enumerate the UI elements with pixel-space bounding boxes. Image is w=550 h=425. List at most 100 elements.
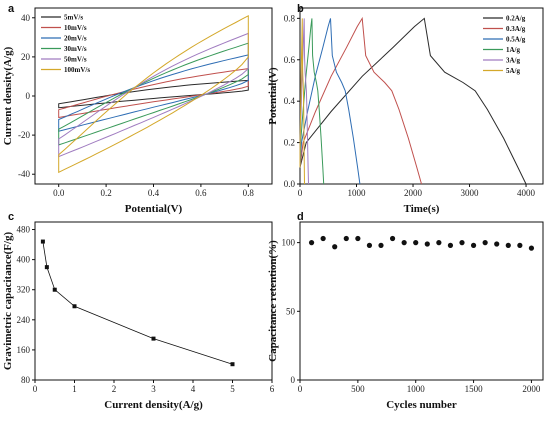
data-point bbox=[72, 304, 77, 309]
data-point bbox=[320, 235, 326, 242]
x-tick-label: 1 bbox=[72, 384, 77, 394]
y-tick-label: 400 bbox=[17, 255, 31, 265]
data-point bbox=[355, 235, 361, 242]
data-point bbox=[308, 240, 315, 246]
y-tick-label: 320 bbox=[17, 285, 31, 295]
y-tick-label: -20 bbox=[18, 130, 30, 140]
gcd-curve-3A/g bbox=[299, 18, 309, 185]
y-tick-label: 0.8 bbox=[284, 13, 296, 23]
data-point bbox=[517, 242, 523, 248]
legend-label: 0.3A/g bbox=[506, 25, 526, 33]
legend-label: 0.5A/g bbox=[506, 36, 526, 44]
data-point bbox=[436, 240, 442, 246]
data-point bbox=[40, 239, 45, 244]
data-point bbox=[332, 244, 338, 250]
panel-c: c 0 1 2 3 4 5 6 80 160 240 320 400 480 Current density… bbox=[2, 211, 275, 411]
legend-label: 5A/g bbox=[506, 67, 521, 75]
x-tick-label: 2 bbox=[112, 384, 117, 394]
cv-curve-30mV/s bbox=[58, 42, 249, 146]
y-tick-label: 0.2 bbox=[284, 138, 295, 148]
plot-frame-b bbox=[299, 7, 544, 185]
x-tick-label: 5 bbox=[230, 384, 235, 394]
data-point bbox=[389, 235, 396, 242]
y-tick-label: -40 bbox=[18, 169, 30, 179]
cv-curve-10mV/s bbox=[58, 68, 249, 119]
panel-b: b0 1000 2000 3000 40000.00.20.40.60.8Time(s)… bbox=[267, 3, 544, 215]
gcd-curve-5A/g bbox=[299, 18, 305, 185]
x-tick-label: 2000 bbox=[404, 188, 423, 198]
x-tick-label: 1000 bbox=[407, 384, 426, 394]
x-tick-label: 1500 bbox=[465, 384, 484, 394]
y-tick-label: 0.0 bbox=[284, 179, 296, 189]
data-point bbox=[470, 242, 477, 248]
legend-label: 30mV/s bbox=[64, 45, 87, 53]
data-point bbox=[505, 242, 511, 248]
x-tick-label: 2000 bbox=[522, 384, 541, 394]
y-tick-label: 20 bbox=[21, 52, 31, 62]
data-point bbox=[459, 240, 465, 246]
x-tick-label: 4 bbox=[191, 384, 196, 394]
gcd-curve-0.3A/g bbox=[299, 16, 422, 185]
panel-a: a 0.0 0.2 0.4 0.6 0.8 -40 -20 0 20 40 Potential(V) C… bbox=[2, 3, 273, 215]
data-point bbox=[378, 242, 384, 248]
panel-label-c: c bbox=[8, 211, 14, 223]
y-tick-label: 0.4 bbox=[284, 96, 296, 106]
legend-label: 50mV/s bbox=[64, 56, 87, 64]
panel-label-a: a bbox=[8, 3, 15, 15]
panel-label-d: d bbox=[297, 211, 304, 223]
data-point bbox=[494, 241, 500, 247]
data-point bbox=[482, 240, 488, 246]
data-point bbox=[230, 362, 235, 367]
panel-d: d 0 500 1000 1500 2000 0 50 100 Cycles number Capa… bbox=[267, 211, 544, 411]
data-point bbox=[401, 240, 407, 246]
y-tick-label: 100 bbox=[282, 238, 296, 248]
gcd-curve-0.5A/g bbox=[299, 18, 361, 185]
x-axis-label: Potential(V) bbox=[125, 203, 183, 215]
y-tick-label: 480 bbox=[17, 225, 31, 235]
legend-label: 3A/g bbox=[506, 57, 521, 65]
capacitance-line bbox=[42, 241, 233, 365]
legend-label: 5mV/s bbox=[64, 14, 83, 22]
y-tick-label: 0.6 bbox=[284, 55, 296, 65]
cv-curve-5mV/s bbox=[58, 79, 249, 109]
x-tick-label: 0.0 bbox=[53, 188, 65, 198]
data-point bbox=[343, 235, 349, 242]
x-tick-label: 1000 bbox=[348, 188, 367, 198]
data-point bbox=[366, 242, 373, 248]
x-tick-label: 0.8 bbox=[243, 188, 255, 198]
y-tick-label: 0 bbox=[26, 91, 31, 101]
y-tick-label: 160 bbox=[17, 345, 31, 355]
x-tick-label: 0 bbox=[298, 188, 303, 198]
data-point bbox=[447, 242, 454, 248]
legend-label: 0.2A/g bbox=[506, 15, 526, 23]
y-tick-label: 50 bbox=[286, 306, 296, 316]
y-tick-label: 240 bbox=[17, 315, 31, 325]
x-tick-label: 0 bbox=[298, 384, 303, 394]
x-tick-label: 0.4 bbox=[148, 188, 160, 198]
data-point bbox=[52, 287, 57, 292]
x-tick-label: 3 bbox=[151, 384, 156, 394]
cv-curve-20mV/s bbox=[58, 54, 249, 132]
cv-curve-100mV/s bbox=[58, 14, 249, 174]
x-axis-label: Cycles number bbox=[386, 399, 457, 411]
x-tick-label: 4000 bbox=[517, 188, 536, 198]
legend-label: 1A/g bbox=[506, 46, 521, 54]
y-axis-label: Current density(A/g) bbox=[2, 46, 14, 145]
x-tick-label: 500 bbox=[351, 384, 365, 394]
x-tick-label: 0.2 bbox=[100, 188, 111, 198]
plot-frame-c bbox=[34, 221, 273, 381]
x-tick-label: 3000 bbox=[461, 188, 480, 198]
legend-label: 10mV/s bbox=[64, 24, 87, 32]
y-axis-label: Potential(V) bbox=[267, 67, 279, 125]
cv-curve-50mV/s bbox=[58, 32, 249, 158]
data-point bbox=[413, 240, 419, 246]
y-tick-label: 0 bbox=[291, 375, 296, 385]
x-axis-label: Time(s) bbox=[404, 203, 440, 215]
data-point bbox=[44, 265, 49, 270]
y-axis-label: Gravimetric capacitance(F/g) bbox=[2, 231, 14, 370]
x-tick-label: 6 bbox=[270, 384, 275, 394]
gcd-curve-0.2A/g bbox=[299, 17, 527, 185]
y-tick-label: 40 bbox=[21, 13, 31, 23]
plot-frame-d bbox=[299, 221, 544, 381]
